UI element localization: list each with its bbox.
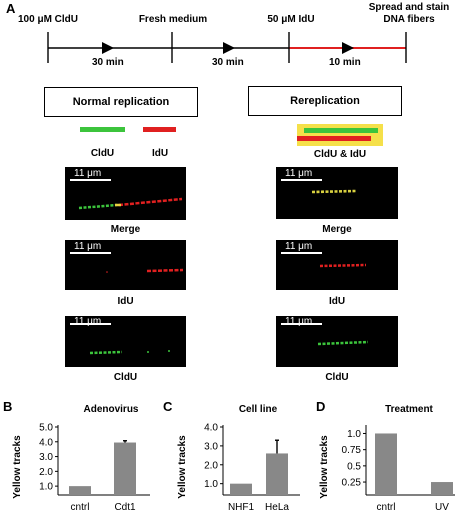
rereplication-idu-caption: IdU xyxy=(328,296,346,307)
bar xyxy=(431,482,453,495)
bar xyxy=(114,442,136,495)
fiber-tracks xyxy=(319,263,367,268)
timeline-step-1: 100 μM CldU xyxy=(17,14,79,25)
timeline-arrow-2 xyxy=(223,42,235,54)
fiber-tracks xyxy=(106,268,184,273)
y-tick-label: 0.25 xyxy=(342,478,362,489)
scale-label: 11 μm xyxy=(285,168,313,179)
x-tick-label: HeLa xyxy=(265,502,289,513)
duration-2: 30 min xyxy=(212,57,244,68)
normal-cldu-caption: CldU xyxy=(113,372,138,383)
scale-label: 11 μm xyxy=(74,316,102,327)
rereplication-merge-caption: Merge xyxy=(322,224,352,235)
y-axis-label: Yellow tracks xyxy=(177,435,188,499)
rereplication-idu-image: 11 μm xyxy=(276,240,398,290)
legend-cldu-label: CldU xyxy=(90,148,115,159)
chart-d-treatment: 0.25 0.5 0.75 1.0 Yellow tracks cntrl UV xyxy=(319,425,455,513)
y-tick-label: 1.0 xyxy=(39,482,53,493)
y-tick-label: 1.0 xyxy=(347,429,361,440)
rereplication-title-box: Rereplication xyxy=(248,86,402,116)
bar xyxy=(69,486,91,495)
x-tick-label: NHF1 xyxy=(228,502,255,513)
y-tick-label: 4.0 xyxy=(39,437,53,448)
fiber-tracks xyxy=(89,350,170,355)
normal-merge-image: 11 μm xyxy=(65,167,186,220)
normal-merge-caption: Merge xyxy=(110,224,141,235)
duration-3: 10 min xyxy=(329,57,361,68)
y-axis-label: Yellow tracks xyxy=(12,435,23,499)
chart-c-title: Cell line xyxy=(238,404,278,415)
fiber-tracks xyxy=(78,197,183,210)
x-tick-label: cntrl xyxy=(377,502,396,513)
timeline-arrow-3 xyxy=(342,42,354,54)
rereplication-cldu-caption: CldU xyxy=(325,372,349,383)
x-tick-label: Cdt1 xyxy=(114,502,136,513)
fiber-tracks xyxy=(317,340,369,346)
timeline-diagram xyxy=(47,32,407,63)
panel-label-d: D xyxy=(316,399,326,414)
y-tick-label: 0.75 xyxy=(342,445,362,456)
scale-bar xyxy=(70,252,111,254)
panel-label-a: A xyxy=(6,1,16,16)
timeline-arrow-1 xyxy=(102,42,114,54)
normal-idu-image: 11 μm xyxy=(65,240,186,290)
y-tick-label: 4.0 xyxy=(204,423,218,434)
normal-idu-caption: IdU xyxy=(117,296,134,307)
y-tick-label: 2.0 xyxy=(204,460,218,471)
y-tick-label: 0.5 xyxy=(347,461,361,472)
y-tick-label: 1.0 xyxy=(204,479,218,490)
y-tick-label: 3.0 xyxy=(204,441,218,452)
legend-red-bar xyxy=(143,127,176,132)
x-tick-label: UV xyxy=(435,502,449,513)
bar xyxy=(375,433,397,495)
normal-replication-title-box: Normal replication xyxy=(44,87,198,117)
scale-label: 11 μm xyxy=(74,168,102,179)
legend-green-bar xyxy=(80,127,125,132)
legend-green-bar-rereplication xyxy=(304,128,378,133)
scale-bar xyxy=(281,252,322,254)
legend-red-bar-rereplication xyxy=(297,136,371,141)
x-tick-label: cntrl xyxy=(71,502,90,513)
y-axis-label: Yellow tracks xyxy=(319,435,330,499)
legend-idu-label: IdU xyxy=(151,148,169,159)
legend-cldu-idu-label: CldU & IdU xyxy=(313,149,367,160)
rereplication-title: Rereplication xyxy=(290,95,360,107)
scale-label: 11 μm xyxy=(285,241,313,252)
chart-b-title: Adenovirus xyxy=(83,404,139,415)
timeline-step-2: Fresh medium xyxy=(138,14,208,25)
bar xyxy=(266,453,288,495)
fiber-tracks xyxy=(311,189,357,194)
bar xyxy=(230,483,252,495)
scale-bar xyxy=(281,323,322,325)
scale-label: 11 μm xyxy=(285,316,313,327)
chart-c-cell-line: 1.0 2.0 3.0 4.0 Yellow tracks NHF1 HeLa xyxy=(177,423,300,513)
rereplication-cldu-image: 11 μm xyxy=(276,316,398,367)
y-tick-label: 2.0 xyxy=(39,467,53,478)
y-tick-label: 5.0 xyxy=(39,423,53,434)
duration-1: 30 min xyxy=(92,57,124,68)
normal-replication-title: Normal replication xyxy=(72,96,170,108)
y-tick-label: 3.0 xyxy=(39,452,53,463)
rereplication-merge-image: 11 μm xyxy=(276,167,398,219)
chart-b-adenovirus: 1.0 2.0 3.0 4.0 5.0 Yellow tracks cntrl Cdt1 xyxy=(12,423,150,513)
scale-label: 11 μm xyxy=(74,241,102,252)
timeline-step-4: Spread and stain DNA fibers xyxy=(368,2,450,25)
normal-cldu-image: 11 μm xyxy=(65,316,186,367)
scale-bar xyxy=(70,179,111,181)
chart-d-title: Treatment xyxy=(385,404,433,415)
scale-bar xyxy=(281,179,322,181)
panel-label-b: B xyxy=(3,399,13,414)
timeline-step-3: 50 μM IdU xyxy=(267,14,315,25)
scale-bar xyxy=(70,323,111,325)
panel-label-c: C xyxy=(163,399,173,414)
